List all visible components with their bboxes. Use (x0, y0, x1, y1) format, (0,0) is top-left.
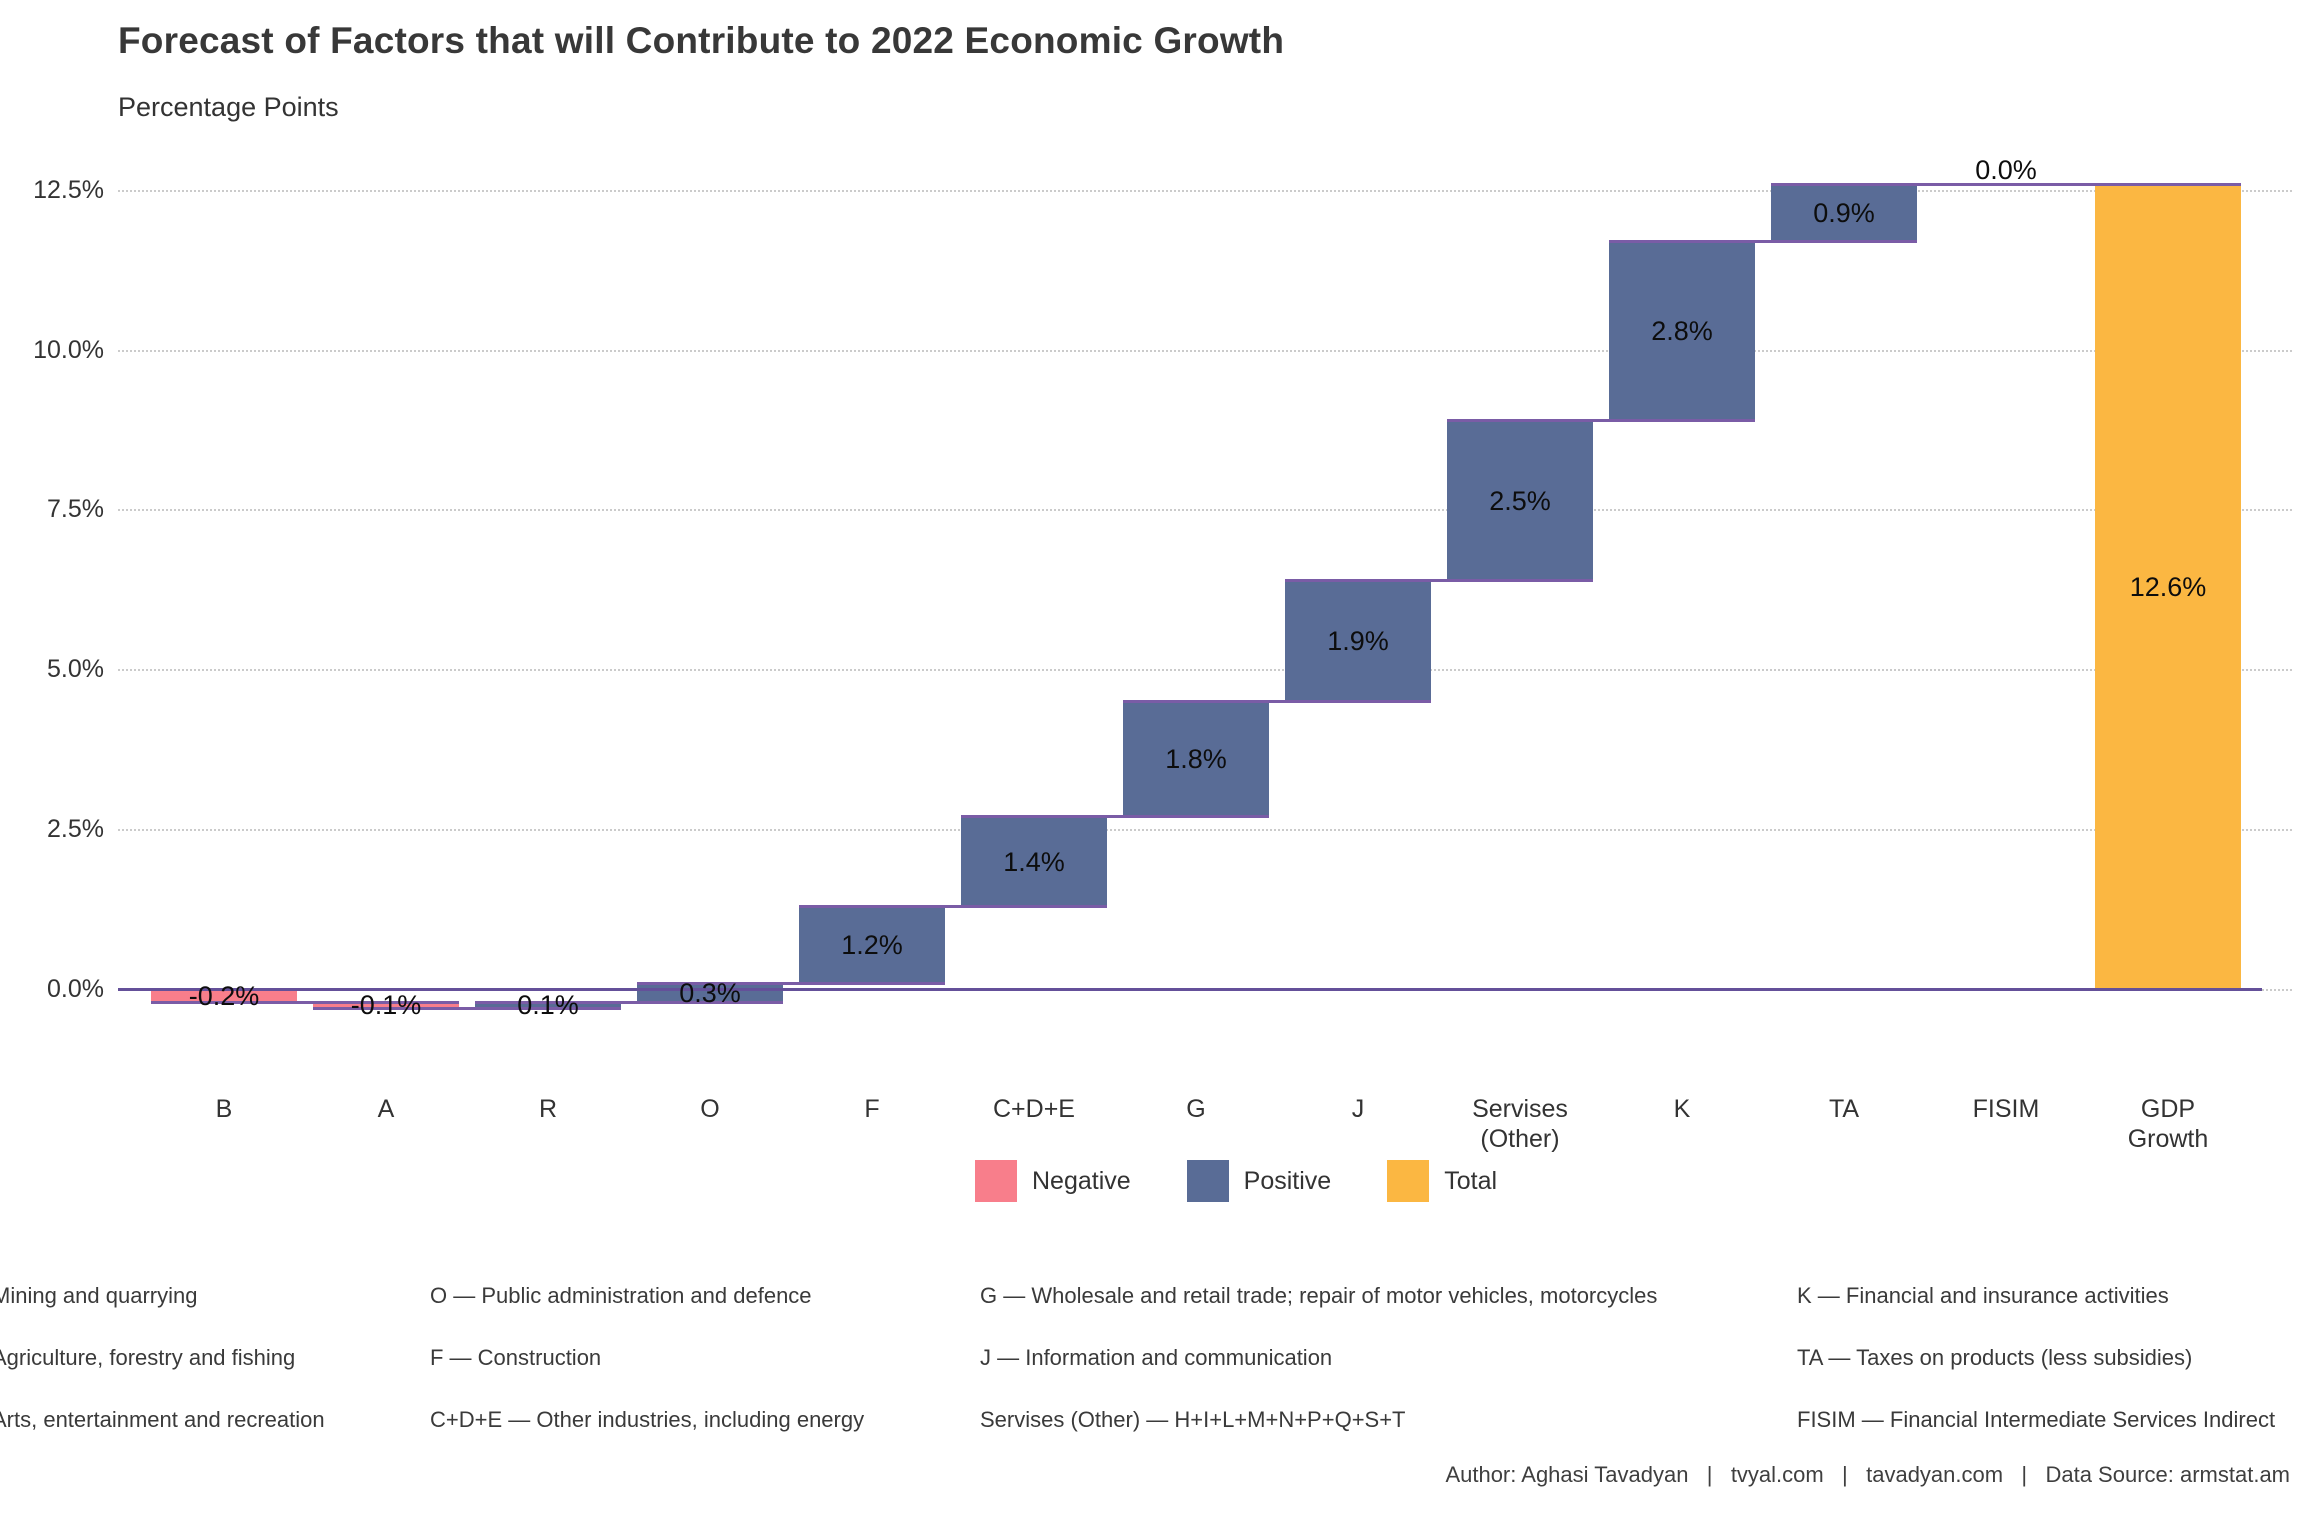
x-axis-category-label: B (215, 1095, 233, 1123)
legend: Negative Positive Total (975, 1160, 1553, 1202)
waterfall-bar-k (1609, 241, 1755, 421)
bar-value-label: 0.1% (517, 990, 579, 1021)
x-axis-category-label: O (700, 1095, 720, 1123)
legend-item-positive: Positive (1186, 1160, 1332, 1202)
x-axis-category-label: K (1673, 1095, 1691, 1123)
x-axis-category-label: TA (1828, 1095, 1860, 1123)
step-connector-line (1771, 182, 2079, 186)
legend-swatch-positive (1186, 1160, 1229, 1202)
step-connector-line (1933, 182, 2241, 186)
step-connector-line (1447, 419, 1755, 423)
waterfall-bar-servises (1447, 420, 1593, 581)
y-axis-tick-label: 10.0% (33, 335, 104, 364)
step-connector-line (961, 815, 1269, 819)
gridline (118, 669, 2292, 671)
bar-value-label: -0.1% (350, 990, 422, 1021)
bar-value-label: 1.4% (1003, 846, 1065, 877)
waterfall-bar-ta (1771, 184, 1917, 242)
legend-label: Negative (1032, 1166, 1131, 1195)
waterfall-bar-gdp (2095, 184, 2241, 990)
gridline (118, 828, 2292, 831)
y-axis-tick-label: 0.0% (47, 974, 104, 1003)
bar-value-label: 0.9% (1813, 198, 1875, 229)
legend-item-total: Total (1387, 1160, 1497, 1202)
step-connector-line (1123, 700, 1431, 704)
bar-value-label: 0.3% (679, 977, 741, 1008)
x-axis-category-label: GDP Growth (2127, 1095, 2209, 1153)
legend-label: Total (1444, 1166, 1498, 1195)
bar-value-label: 0.0% (1975, 155, 2037, 186)
step-connector-line (1609, 240, 1917, 244)
x-axis-category-label: F (864, 1095, 880, 1123)
y-axis-tick-label: 5.0% (47, 655, 104, 683)
waterfall-bar-j (1285, 580, 1431, 702)
y-axis-tick-label: 7.5% (47, 495, 104, 524)
gridline (118, 349, 2292, 352)
x-axis-category-label: FISIM (1972, 1095, 2040, 1123)
waterfall-bar-o (637, 983, 783, 1003)
gridline (118, 189, 2292, 192)
gridline (118, 509, 2292, 512)
chart-subtitle: Percentage Points (118, 92, 339, 122)
step-connector-line (313, 1007, 621, 1011)
x-axis-category-label: J (1351, 1095, 1365, 1123)
bar-value-label: 12.6% (2129, 571, 2207, 602)
legend-item-negative: Negative (975, 1160, 1131, 1202)
step-connector-line (475, 1000, 783, 1004)
footer-credits: Author: Aghasi Tavadyan | tvyal.com | ta… (1445, 1462, 2290, 1487)
x-axis-category-label: Servises (Other) (1472, 1095, 1568, 1153)
x-axis-category-label: A (377, 1095, 395, 1123)
y-axis-tick-label: 12.5% (33, 175, 104, 204)
legend-swatch-total (1387, 1160, 1430, 1202)
step-connector-line (1285, 579, 1593, 583)
waterfall-bar-f (799, 906, 945, 984)
y-axis-tick-label: 2.5% (47, 814, 104, 843)
bar-value-label: 2.5% (1489, 485, 1551, 516)
waterfall-bar-a (313, 1002, 459, 1009)
waterfall-bar-c-d-e (961, 816, 1107, 907)
waterfall-bar-g (1123, 701, 1269, 817)
bar-value-label: 1.2% (841, 929, 903, 960)
bar-value-label: -0.2% (188, 980, 260, 1011)
chart-title: Forecast of Factors that will Contribute… (118, 20, 1285, 61)
step-connector-line (151, 1000, 459, 1004)
x-axis-category-label: C+D+E (993, 1095, 1075, 1123)
bar-value-label: 1.8% (1165, 744, 1227, 775)
step-connector-line (637, 981, 945, 985)
x-axis-category-label: R (538, 1095, 558, 1123)
x-axis-category-label: G (1186, 1095, 1206, 1123)
legend-label: Positive (1243, 1166, 1332, 1195)
legend-swatch-negative (975, 1160, 1017, 1202)
step-connector-line (799, 904, 1107, 908)
waterfall-bar-r (475, 1002, 621, 1009)
bar-value-label: 2.8% (1651, 316, 1713, 347)
zero-axis-line (118, 988, 2262, 991)
bar-value-label: 1.9% (1327, 626, 1389, 657)
waterfall-bar-b (151, 989, 297, 1003)
